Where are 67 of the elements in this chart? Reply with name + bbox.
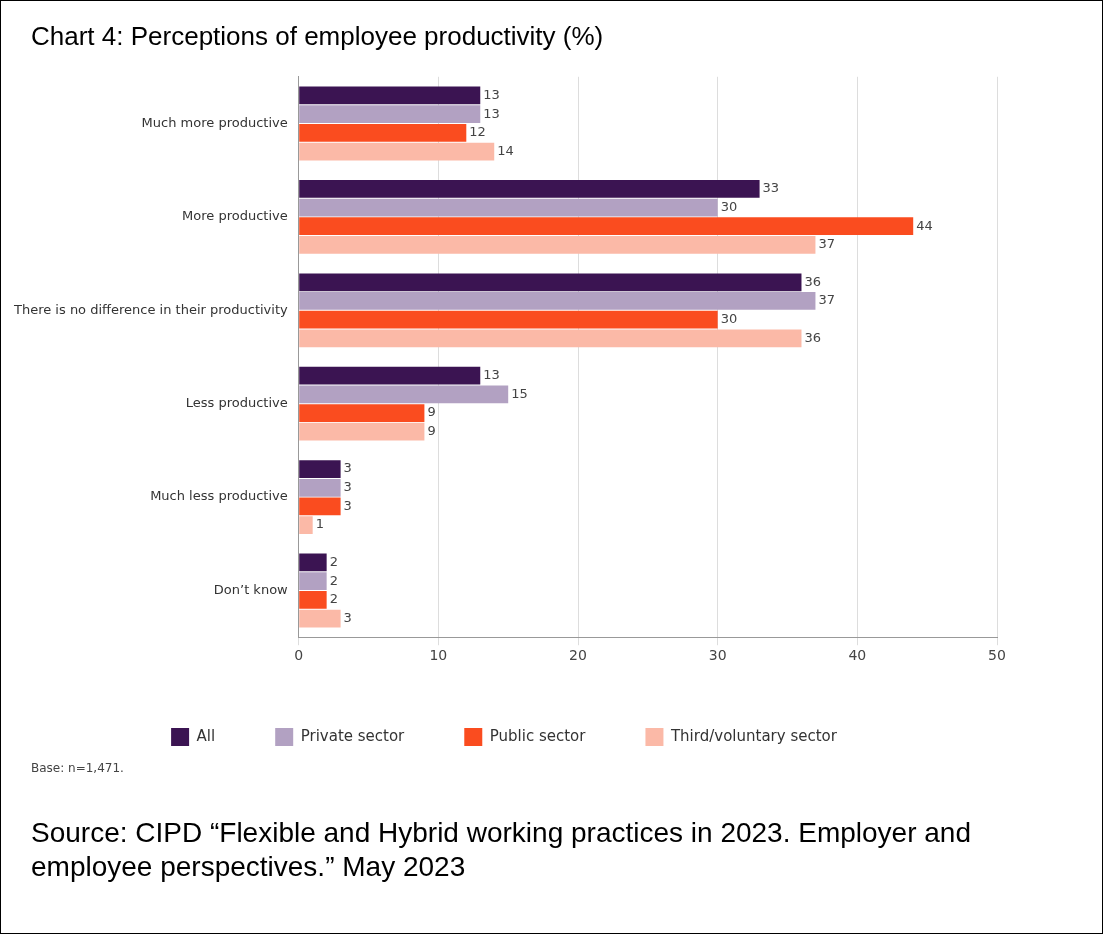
bar [299,460,341,478]
data-label: 36 [804,329,822,345]
data-label: 33 [762,180,780,196]
legend-label: All [196,726,216,745]
y-tick-label: More productive [182,208,288,224]
bar [299,385,509,404]
data-label: 3 [343,460,352,476]
bar [299,516,313,534]
bar [299,497,341,516]
bar [299,329,802,348]
bar [299,217,914,236]
data-label: 2 [329,572,338,588]
bar [299,366,481,385]
x-tick-label: 40 [848,647,867,664]
data-label: 9 [427,404,436,420]
x-tick-label: 10 [429,647,448,664]
data-label: 37 [818,236,835,252]
bar [299,292,816,310]
x-tick-label: 20 [569,647,587,664]
bar [299,123,467,142]
data-label: 13 [483,105,500,121]
data-label: 36 [804,273,822,289]
data-label: 3 [343,497,352,513]
legend-label: Third/voluntary sector [669,726,838,745]
bar [299,142,495,161]
bar [299,404,425,422]
data-label: 1 [315,516,324,532]
data-label: 15 [511,385,528,401]
bar [299,180,760,198]
bar [299,422,425,441]
bar [299,310,718,329]
bar [299,609,341,628]
y-tick-label: Much less productive [150,488,288,504]
legend-label: Public sector [489,726,587,745]
x-tick-label: 0 [294,647,304,664]
bar [299,86,481,105]
data-label: 12 [469,124,486,140]
y-tick-label: Less productive [185,395,288,411]
y-tick-label: Don’t know [213,581,289,597]
x-tick-label: 30 [708,647,727,664]
data-label: 14 [497,142,514,158]
data-label: 9 [427,423,436,439]
data-label: 30 [720,198,738,214]
data-label: 13 [483,86,500,102]
data-label: 13 [483,367,500,383]
data-label: 3 [343,609,352,625]
data-label: 44 [916,217,933,233]
source-note: Source: CIPD “Flexible and Hybrid working practices in 2023. Employer and employee perspectives.” May 2023 [31,816,972,884]
legend-label: Private sector [300,726,406,745]
data-label: 2 [329,591,338,607]
chart-title: Chart 4: Perceptions of employee productivity (%) [31,21,604,52]
y-tick-label: Much more productive [141,114,288,130]
data-label: 2 [329,553,338,569]
data-label: 37 [818,292,835,308]
bar [299,553,327,572]
bar [299,590,327,609]
bar [299,198,718,217]
x-tick-label: 50 [988,647,1006,664]
bar [299,572,327,591]
bar [299,105,481,124]
bar [299,236,816,254]
y-tick-label: There is no difference in their productivity [13,301,289,317]
bar [299,273,802,292]
text: Base: n=1,471. [31,761,124,775]
bar [299,478,341,497]
data-label: 30 [720,311,738,327]
data-label: 3 [343,479,352,495]
